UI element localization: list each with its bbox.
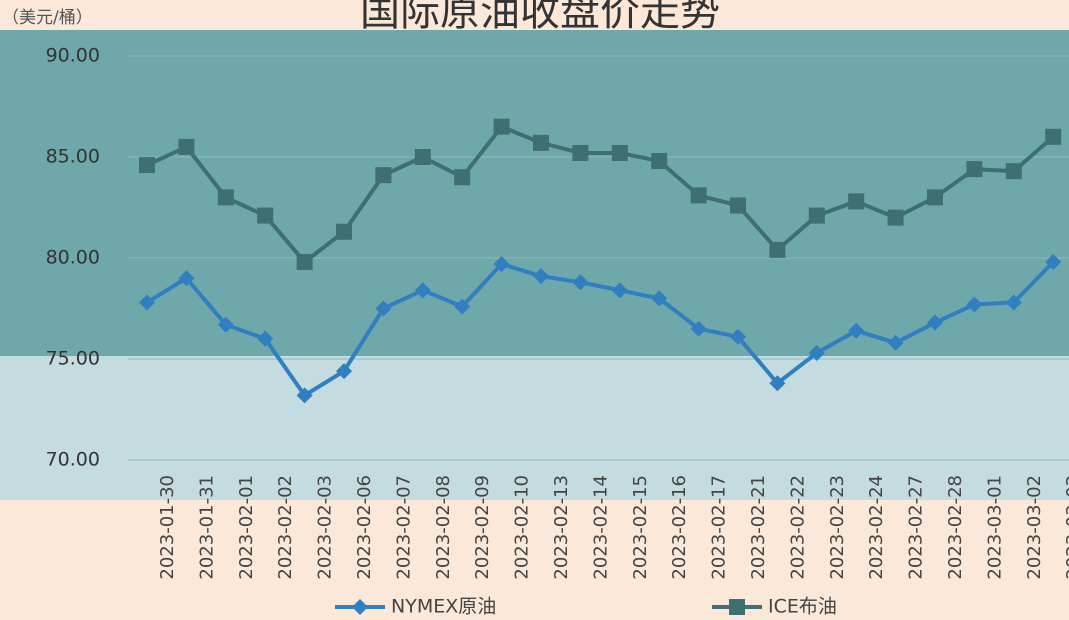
x-tick-label: 2023-02-14 xyxy=(590,475,611,580)
x-tick-label: 2023-02-24 xyxy=(866,475,887,580)
plot-band-lower xyxy=(0,356,1069,500)
x-tick-label: 2023-03-01 xyxy=(984,475,1005,580)
data-point xyxy=(1005,294,1022,311)
data-point xyxy=(375,300,392,317)
data-point xyxy=(533,134,549,151)
legend-label: ICE布油 xyxy=(768,596,837,618)
data-point xyxy=(178,138,195,155)
x-tick-label: 2023-02-02 xyxy=(275,475,296,580)
data-point xyxy=(139,157,155,174)
data-point xyxy=(572,274,589,291)
data-point xyxy=(848,193,865,210)
x-tick-label: 2023-02-08 xyxy=(433,475,454,580)
y-axis-label: （美元/桶） xyxy=(2,8,93,28)
legend-label: NYMEX原油 xyxy=(391,596,496,618)
x-tick-label: 2023-02-10 xyxy=(512,475,533,580)
x-tick-label: 2023-02-16 xyxy=(669,475,690,580)
data-point xyxy=(336,223,352,240)
data-point xyxy=(454,298,471,315)
x-tick-label: 2023-02-01 xyxy=(236,475,257,580)
data-point xyxy=(493,118,510,135)
data-point xyxy=(296,387,313,404)
x-tick-label: 2023-02-03 xyxy=(315,475,336,580)
data-point xyxy=(414,282,431,299)
data-point xyxy=(966,161,983,178)
data-point xyxy=(533,268,549,285)
x-tick-label: 2023-02-27 xyxy=(906,475,927,580)
x-tick-label: 2023-02-09 xyxy=(472,475,493,580)
x-tick-label: 2023-02-21 xyxy=(748,475,769,580)
data-point xyxy=(1005,163,1022,180)
data-point xyxy=(887,209,904,226)
x-tick-label: 2023-02-15 xyxy=(630,475,651,580)
data-point xyxy=(257,207,274,224)
x-tick-label: 2023-02-28 xyxy=(945,475,966,580)
data-point xyxy=(296,254,313,271)
x-tick-label: 2023-02-22 xyxy=(787,475,808,580)
data-point xyxy=(848,322,865,339)
x-tick-label: 2023-01-30 xyxy=(157,475,178,580)
y-tick-label: 85.00 xyxy=(46,146,100,168)
data-point xyxy=(690,320,707,337)
data-point xyxy=(1045,254,1062,271)
data-point xyxy=(808,344,825,361)
y-tick-label: 90.00 xyxy=(46,45,100,67)
x-tick-label: 2023-02-06 xyxy=(354,475,375,580)
data-point xyxy=(887,334,904,351)
data-point xyxy=(611,282,628,299)
chart-title: 国际原油收盘价走势 xyxy=(360,0,720,35)
series-line xyxy=(145,260,1055,398)
x-tick-label: 2023-02-17 xyxy=(709,475,730,580)
data-point xyxy=(927,314,943,331)
x-tick-label: 2023-01-31 xyxy=(196,475,217,580)
y-tick-label: 80.00 xyxy=(46,247,100,269)
x-tick-label: 2023-02-23 xyxy=(827,475,848,580)
data-point xyxy=(572,144,589,161)
data-point xyxy=(730,197,746,214)
data-point xyxy=(651,153,668,170)
legend-marker xyxy=(729,599,745,615)
data-point xyxy=(217,316,234,333)
data-point xyxy=(808,207,825,224)
data-point xyxy=(651,290,668,307)
data-point xyxy=(769,375,786,392)
data-point xyxy=(730,328,746,345)
data-point xyxy=(690,187,707,204)
data-point xyxy=(178,270,195,287)
data-point xyxy=(139,294,155,311)
data-point xyxy=(1045,128,1062,145)
data-point xyxy=(966,296,983,313)
data-point xyxy=(217,189,234,206)
data-point xyxy=(375,167,392,184)
data-point xyxy=(336,363,352,380)
data-point xyxy=(414,149,431,165)
data-point xyxy=(927,189,943,206)
plot-band-upper xyxy=(0,30,1069,356)
x-tick-label: 2023-03-03 xyxy=(1063,475,1069,580)
legend-marker xyxy=(352,599,368,615)
y-tick-label: 70.00 xyxy=(46,449,100,471)
data-point xyxy=(769,241,786,258)
data-point xyxy=(257,330,274,347)
x-tick-label: 2023-02-13 xyxy=(551,475,572,580)
x-tick-label: 2023-03-02 xyxy=(1024,475,1045,580)
data-point xyxy=(611,144,628,161)
y-tick-label: 75.00 xyxy=(46,348,100,370)
x-tick-label: 2023-02-07 xyxy=(393,475,414,580)
data-point xyxy=(493,256,510,273)
data-point xyxy=(454,169,471,186)
